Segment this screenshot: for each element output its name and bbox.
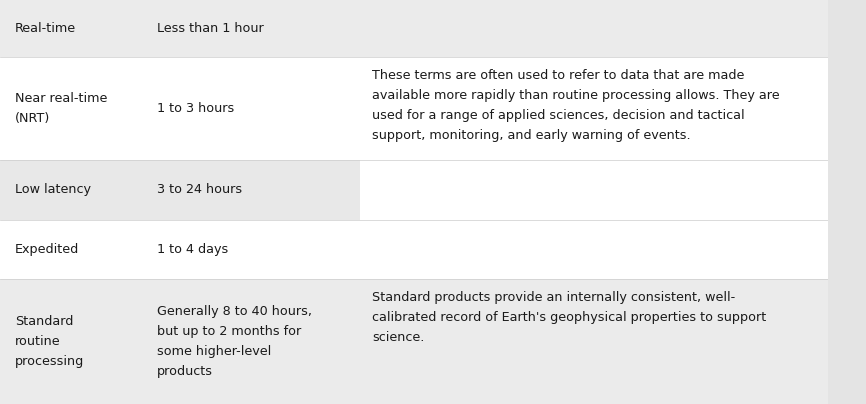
- Text: Near real-time
(NRT): Near real-time (NRT): [15, 92, 107, 125]
- Text: 1 to 4 days: 1 to 4 days: [158, 243, 229, 256]
- FancyBboxPatch shape: [0, 160, 360, 219]
- Text: 3 to 24 hours: 3 to 24 hours: [158, 183, 242, 196]
- Text: Less than 1 hour: Less than 1 hour: [158, 22, 264, 35]
- FancyBboxPatch shape: [360, 160, 828, 219]
- FancyBboxPatch shape: [0, 279, 360, 404]
- Text: These terms are often used to refer to data that are made
available more rapidly: These terms are often used to refer to d…: [372, 69, 780, 142]
- FancyBboxPatch shape: [360, 0, 828, 57]
- Text: Real-time: Real-time: [15, 22, 76, 35]
- Text: Low latency: Low latency: [15, 183, 91, 196]
- FancyBboxPatch shape: [360, 57, 828, 160]
- FancyBboxPatch shape: [360, 219, 828, 279]
- Text: Generally 8 to 40 hours,
but up to 2 months for
some higher-level
products: Generally 8 to 40 hours, but up to 2 mon…: [158, 305, 313, 378]
- Text: Standard
routine
processing: Standard routine processing: [15, 315, 84, 368]
- Text: 1 to 3 hours: 1 to 3 hours: [158, 102, 235, 115]
- Text: Expedited: Expedited: [15, 243, 79, 256]
- FancyBboxPatch shape: [0, 57, 360, 160]
- FancyBboxPatch shape: [0, 219, 360, 279]
- FancyBboxPatch shape: [0, 0, 360, 57]
- Text: Standard products provide an internally consistent, well-
calibrated record of E: Standard products provide an internally …: [372, 291, 766, 344]
- FancyBboxPatch shape: [360, 279, 828, 404]
